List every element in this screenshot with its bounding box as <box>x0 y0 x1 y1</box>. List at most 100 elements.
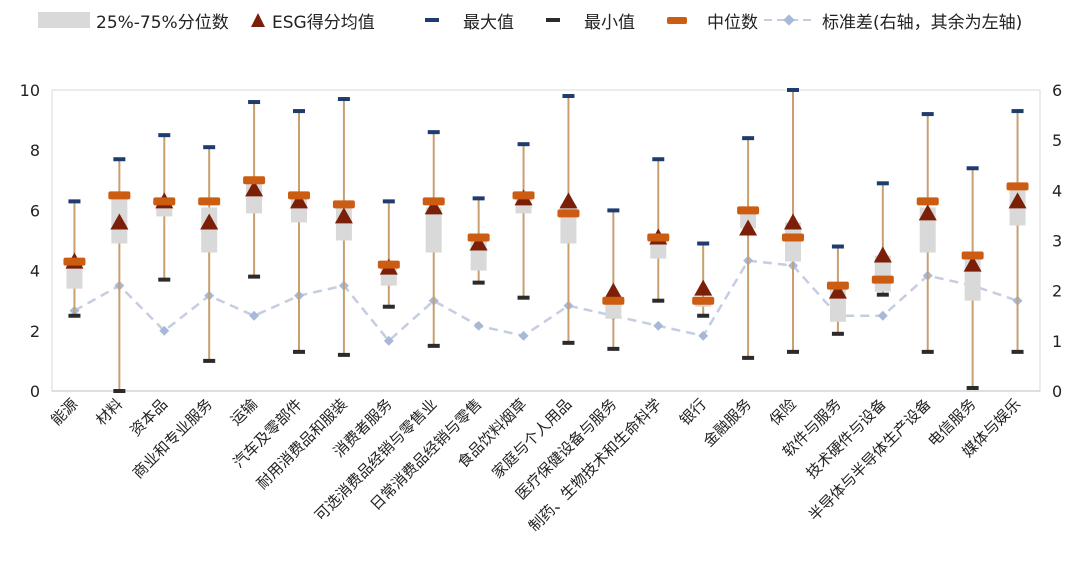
legend-item-max: 最大值 <box>425 8 514 33</box>
y-left-tick-label: 0 <box>30 382 40 401</box>
std-point <box>159 325 170 336</box>
median-marker <box>512 191 535 200</box>
category-label: 材料 <box>92 395 126 429</box>
mean-marker <box>245 180 264 197</box>
min-marker <box>652 298 665 303</box>
category-group <box>108 157 131 393</box>
min-marker <box>472 280 485 285</box>
category-label: 金融服务 <box>700 395 755 450</box>
category-group <box>1006 109 1029 354</box>
plot-frame <box>51 89 1041 392</box>
category-group <box>243 100 266 279</box>
mean-marker <box>963 255 982 272</box>
legend-label-median: 中位数 <box>707 12 758 33</box>
max-marker <box>966 166 979 171</box>
median-marker <box>602 296 625 305</box>
min-marker <box>787 349 799 354</box>
max-marker <box>158 133 171 138</box>
min-marker <box>742 355 755 360</box>
category-group <box>871 181 894 297</box>
mean-marker <box>784 213 802 230</box>
mean-marker <box>604 282 623 299</box>
category-group <box>826 244 849 336</box>
category-group <box>63 199 86 318</box>
legend-item-median: 中位数 <box>667 8 758 33</box>
mean-marker <box>424 198 443 215</box>
min-marker <box>337 352 350 357</box>
std-point <box>877 310 888 321</box>
y-left-tick-label: 4 <box>30 262 40 281</box>
legend-label-iqr: 25%-75%分位数 <box>96 12 229 33</box>
y-left-tick-label: 2 <box>30 322 40 341</box>
y-right-tick-label: 2 <box>1052 282 1062 301</box>
y-right-tick-label: 4 <box>1052 181 1062 200</box>
y-right-tick-label: 6 <box>1052 81 1062 100</box>
iqr-box <box>605 300 622 319</box>
category-label: 商业和专业服务 <box>129 395 216 482</box>
iqr-box <box>785 222 801 262</box>
category-group <box>782 88 804 354</box>
mean-marker <box>918 204 937 221</box>
min-marker <box>517 295 530 300</box>
max-marker <box>248 100 261 105</box>
max-swatch <box>425 18 439 22</box>
median-marker <box>692 296 715 305</box>
max-marker <box>382 199 395 204</box>
category-label: 银行 <box>676 395 710 429</box>
max-marker <box>562 94 575 99</box>
std-line <box>73 259 1018 343</box>
max-marker <box>787 88 799 92</box>
mean-marker <box>110 213 129 230</box>
median-marker <box>826 281 849 290</box>
iqr-box <box>425 207 442 253</box>
legend: 25%-75%分位数 ESG得分均值 最大值 最小值 中位数 标准差(右轴，其余… <box>0 4 1080 34</box>
box-series <box>63 88 1029 393</box>
y-right-tick-label: 5 <box>1052 131 1062 150</box>
median-marker <box>198 197 221 206</box>
y-right-tick-label: 1 <box>1052 332 1062 351</box>
category-group <box>692 241 715 318</box>
max-marker <box>293 109 305 114</box>
min-marker <box>382 304 395 309</box>
max-marker <box>203 145 216 150</box>
min-marker <box>562 340 575 345</box>
max-marker <box>1011 109 1024 114</box>
median-swatch <box>667 16 687 24</box>
min-marker <box>831 331 844 336</box>
iqr-swatch <box>38 12 90 28</box>
median-marker <box>871 275 894 284</box>
category-group <box>916 112 939 354</box>
category-group <box>557 94 580 345</box>
y-left-tick-label: 10 <box>20 81 40 100</box>
min-marker <box>607 346 620 351</box>
max-marker <box>472 196 485 201</box>
mean-marker <box>559 192 578 209</box>
category-label: 家庭与个人用品 <box>488 395 575 482</box>
median-marker <box>916 197 939 206</box>
category-group <box>961 166 984 390</box>
category-label: 能源 <box>47 395 81 429</box>
median-marker <box>288 191 310 200</box>
mean-marker <box>290 192 308 209</box>
legend-item-std: 标准差(右轴，其余为左轴) <box>762 8 1022 33</box>
max-marker <box>607 208 620 213</box>
min-marker <box>697 313 710 318</box>
median-marker <box>377 260 400 269</box>
median-marker <box>737 206 760 215</box>
min-marker <box>966 385 979 390</box>
max-marker <box>921 112 934 117</box>
category-group <box>647 157 670 303</box>
legend-label-max: 最大值 <box>463 12 514 33</box>
std-point <box>249 310 260 321</box>
min-marker <box>248 274 261 279</box>
iqr-box <box>201 207 218 253</box>
median-marker <box>647 233 670 242</box>
min-marker <box>1011 349 1024 354</box>
mean-marker <box>469 234 488 251</box>
y-left-tick-label: 8 <box>30 141 40 160</box>
iqr-box <box>66 264 83 289</box>
mean-marker <box>694 279 713 296</box>
std-point <box>653 320 664 331</box>
